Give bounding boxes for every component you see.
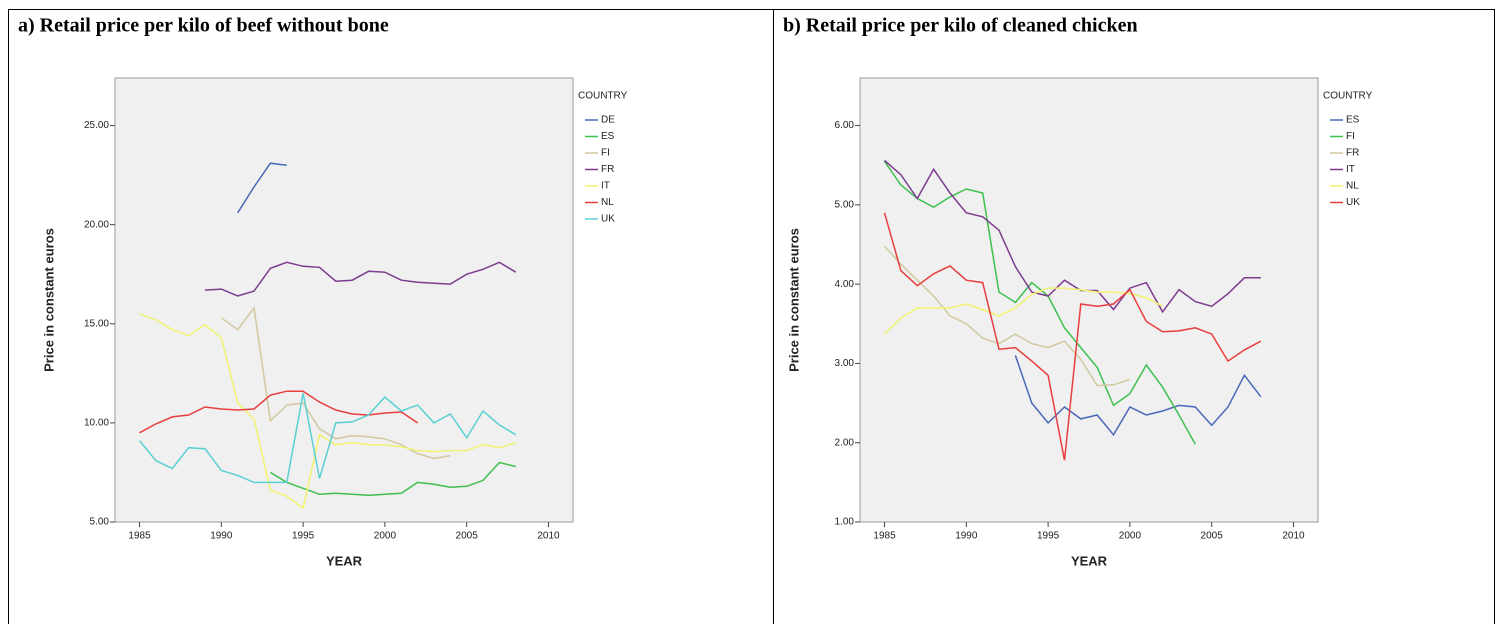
- y-tick-label: 4.00: [835, 279, 855, 290]
- x-tick-label: 1990: [955, 531, 978, 542]
- series-line: [204, 261, 517, 297]
- x-tick-label: 1985: [873, 531, 896, 542]
- y-tick-label: 2.00: [835, 437, 855, 448]
- panel-title: b) Retail price per kilo of cleaned chic…: [783, 15, 1138, 37]
- series-line: [883, 287, 1163, 335]
- y-tick-label: 5.00: [835, 199, 855, 210]
- series-line: [883, 212, 1262, 461]
- plot-area: [859, 77, 1319, 523]
- series-line: [270, 461, 516, 496]
- y-axis-title: Price in constant euros: [786, 228, 801, 372]
- legend-title: COUNTRY: [1323, 91, 1373, 102]
- table-frame: [8, 9, 1495, 629]
- x-tick-label: 1985: [128, 531, 151, 542]
- legend-label: NL: [601, 197, 614, 208]
- legend-label: IT: [1346, 164, 1355, 175]
- series-line: [139, 313, 517, 510]
- legend-label: NL: [1346, 181, 1359, 192]
- legend-label: FR: [1346, 148, 1359, 159]
- y-tick-label: 20.00: [84, 219, 109, 230]
- x-tick-label: 1990: [210, 531, 233, 542]
- legend-label: UK: [1346, 197, 1360, 208]
- y-tick-label: 6.00: [835, 120, 855, 131]
- x-axis-title: YEAR: [326, 553, 363, 568]
- panel-title: a) Retail price per kilo of beef without…: [18, 15, 389, 37]
- legend-label: UK: [601, 214, 615, 225]
- x-tick-label: 2005: [456, 531, 479, 542]
- legend-label: IT: [601, 181, 610, 192]
- x-tick-label: 2000: [374, 531, 397, 542]
- legend-label: ES: [601, 131, 615, 142]
- y-tick-label: 1.00: [835, 517, 855, 528]
- y-tick-label: 5.00: [90, 517, 110, 528]
- series-line: [883, 245, 1131, 387]
- y-tick-label: 15.00: [84, 318, 109, 329]
- legend-label: DE: [601, 115, 615, 126]
- plot-area: [114, 77, 574, 523]
- x-tick-label: 2000: [1119, 531, 1142, 542]
- x-axis-title: YEAR: [1071, 553, 1108, 568]
- series-line: [883, 160, 1196, 445]
- x-tick-label: 2010: [537, 531, 560, 542]
- legend-label: FR: [601, 164, 614, 175]
- legend-title: COUNTRY: [578, 91, 628, 102]
- series-line: [237, 162, 287, 214]
- series-line: [220, 306, 451, 460]
- x-tick-label: 2010: [1282, 531, 1305, 542]
- y-tick-label: 10.00: [84, 418, 109, 429]
- x-tick-label: 2005: [1201, 531, 1224, 542]
- legend-label: FI: [1346, 131, 1355, 142]
- y-axis-title: Price in constant euros: [41, 228, 56, 372]
- y-tick-label: 3.00: [835, 358, 855, 369]
- legend-label: FI: [601, 148, 610, 159]
- series-line: [138, 393, 517, 484]
- x-tick-label: 1995: [1037, 531, 1060, 542]
- y-tick-label: 25.00: [84, 120, 109, 131]
- series-line: [139, 390, 419, 434]
- legend-label: ES: [1346, 115, 1360, 126]
- series-line: [884, 159, 1261, 314]
- x-tick-label: 1995: [292, 531, 315, 542]
